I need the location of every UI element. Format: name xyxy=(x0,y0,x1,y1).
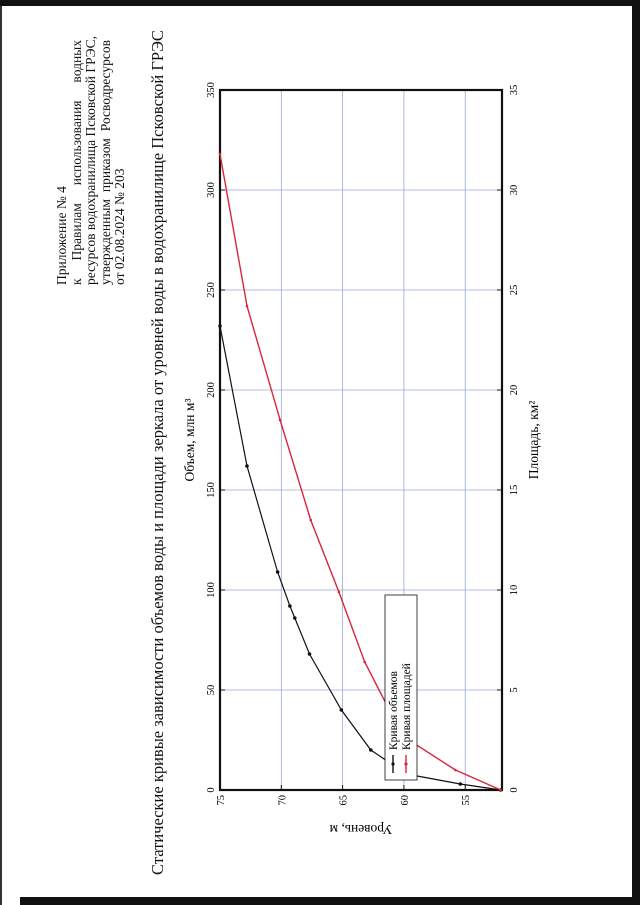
volume-point xyxy=(275,570,280,574)
tick-label-level: 70 xyxy=(277,795,288,806)
area-point xyxy=(309,518,313,522)
area-point xyxy=(363,660,366,664)
tick-label-volume: 150 xyxy=(206,482,217,498)
tick-label-area: 20 xyxy=(509,385,520,396)
grid-layer xyxy=(220,90,502,790)
tick-label-volume: 100 xyxy=(206,582,217,598)
tick-label-level: 60 xyxy=(400,795,411,806)
tick-label-volume: 200 xyxy=(206,382,217,398)
tick-label-level: 75 xyxy=(216,795,227,806)
legend-marker xyxy=(391,762,395,766)
area-point xyxy=(218,152,222,156)
tick-label-volume: 50 xyxy=(206,685,217,696)
tick-label-volume: 350 xyxy=(206,82,217,98)
scan-border-left xyxy=(0,6,2,905)
scan-border-right xyxy=(632,0,640,905)
volume-point xyxy=(307,652,312,656)
tick-label-area: 5 xyxy=(509,687,520,692)
volume-point xyxy=(288,604,292,608)
scan-border-bottom xyxy=(20,897,640,905)
legend: Кривая объемов Кривая площадей xyxy=(384,594,418,781)
tick-label-level: 55 xyxy=(461,795,472,806)
volume-curve xyxy=(219,325,501,791)
area-curve xyxy=(219,153,502,791)
x-axis-title-volume: Объем, млн м³ xyxy=(182,398,197,481)
volume-point xyxy=(339,708,344,712)
tick-label-volume: 300 xyxy=(206,182,217,198)
legend-marker xyxy=(404,762,408,766)
tick-label-area: 10 xyxy=(509,585,520,596)
legend-label: Кривая площадей xyxy=(401,663,413,750)
x-axis-title-area: Площадь, км² xyxy=(526,401,541,480)
tick-label-area: 25 xyxy=(509,285,520,296)
volume-point xyxy=(245,464,249,468)
area-point xyxy=(337,590,341,594)
volume-point xyxy=(458,782,463,786)
ticks-layer: 0 50 100 150 200 250 300 350 0 5 10 15 20 25 30 35 55 60 6… xyxy=(206,82,520,805)
tick-label-area: 15 xyxy=(509,485,520,496)
tick-label-volume: 250 xyxy=(206,282,217,298)
area-point xyxy=(278,418,282,422)
legend-box xyxy=(384,594,418,781)
legend-label: Кривая объемов xyxy=(388,670,400,750)
scan-border-top xyxy=(0,0,640,6)
tick-label-area: 0 xyxy=(509,787,520,792)
area-point xyxy=(499,788,503,792)
tick-label-area: 35 xyxy=(509,85,520,96)
tick-label-volume: 0 xyxy=(206,787,217,792)
y-axis-title: Уровень, м xyxy=(329,822,392,837)
plot-frame xyxy=(218,88,504,792)
volume-point xyxy=(218,324,222,328)
tick-label-area: 30 xyxy=(509,185,520,196)
volume-point xyxy=(292,616,297,620)
area-point xyxy=(245,304,249,308)
volume-point xyxy=(369,748,373,752)
tick-label-level: 65 xyxy=(339,795,350,806)
area-point xyxy=(454,768,457,772)
series-layer xyxy=(218,152,503,792)
